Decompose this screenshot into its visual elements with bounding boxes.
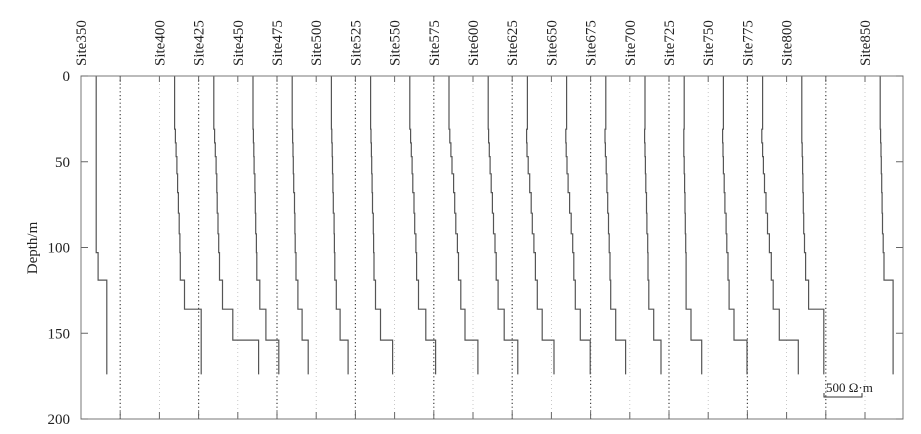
plot-frame bbox=[80, 75, 904, 420]
resistivity-curve-site500 bbox=[330, 76, 349, 375]
scale-bar-bracket bbox=[823, 393, 863, 398]
site-label-475: Site475 bbox=[270, 20, 286, 66]
site-label-550: Site550 bbox=[388, 20, 404, 66]
resistivity-curve-site725 bbox=[683, 76, 703, 375]
site-label-775: Site775 bbox=[740, 20, 756, 66]
y-tick-label-0: 0 bbox=[63, 69, 71, 85]
resistivity-curve-site750 bbox=[722, 76, 748, 375]
site-label-400: Site400 bbox=[152, 20, 168, 66]
y-tick-label-150: 150 bbox=[48, 326, 71, 342]
site-labels: Site350 Site400 Site425 Site450 Site475 Site5… bbox=[74, 20, 874, 66]
resistivity-curve-site425 bbox=[213, 76, 260, 375]
scale-bar-label: 500 Ω·m bbox=[826, 380, 873, 395]
y-axis-label: Depth/m bbox=[25, 221, 41, 274]
site-label-350: Site350 bbox=[74, 20, 90, 66]
site-label-700: Site700 bbox=[623, 20, 639, 66]
resistivity-curve-site675 bbox=[604, 76, 627, 375]
site-label-575: Site575 bbox=[427, 20, 443, 66]
resistivity-curve-site800 bbox=[801, 76, 825, 375]
y-tick-label-200: 200 bbox=[48, 412, 71, 428]
site-label-650: Site650 bbox=[544, 20, 560, 66]
resistivity-curve-site700 bbox=[644, 76, 662, 375]
y-tick-label-100: 100 bbox=[48, 241, 71, 257]
reference-lines bbox=[119, 76, 866, 419]
resistivity-curve-site600 bbox=[487, 76, 519, 375]
site-label-450: Site450 bbox=[231, 20, 247, 66]
site-label-500: Site500 bbox=[309, 20, 325, 66]
site-label-600: Site600 bbox=[466, 20, 482, 66]
resistivity-curve-site575 bbox=[448, 76, 479, 375]
resistivity-curve-site475 bbox=[291, 76, 309, 375]
site-label-625: Site625 bbox=[505, 20, 521, 66]
resistivity-curve-site775 bbox=[761, 76, 799, 375]
resistivity-curve-site625 bbox=[526, 76, 555, 375]
resistivity-curve-site450 bbox=[252, 76, 280, 375]
site-label-850: Site850 bbox=[858, 20, 874, 66]
scale-bar: 500 Ω·m bbox=[823, 380, 873, 398]
site-label-675: Site675 bbox=[584, 20, 600, 66]
y-tick-label-50: 50 bbox=[55, 155, 70, 171]
site-label-425: Site425 bbox=[192, 20, 208, 66]
resistivity-curve-site525 bbox=[370, 76, 394, 375]
y-axis: 0 50 100 150 200 bbox=[48, 69, 903, 428]
site-label-800: Site800 bbox=[780, 20, 796, 66]
site-label-725: Site725 bbox=[662, 20, 678, 66]
resistivity-curve-site850 bbox=[879, 76, 894, 375]
site-label-750: Site750 bbox=[701, 20, 717, 66]
resistivity-curve-site350 bbox=[95, 76, 108, 375]
site-label-525: Site525 bbox=[348, 20, 364, 66]
resistivity-curve-site400 bbox=[174, 76, 202, 375]
resistivity-curve-site650 bbox=[565, 76, 591, 375]
resistivity-curve-site550 bbox=[409, 76, 437, 375]
resistivity-curves bbox=[95, 76, 894, 375]
